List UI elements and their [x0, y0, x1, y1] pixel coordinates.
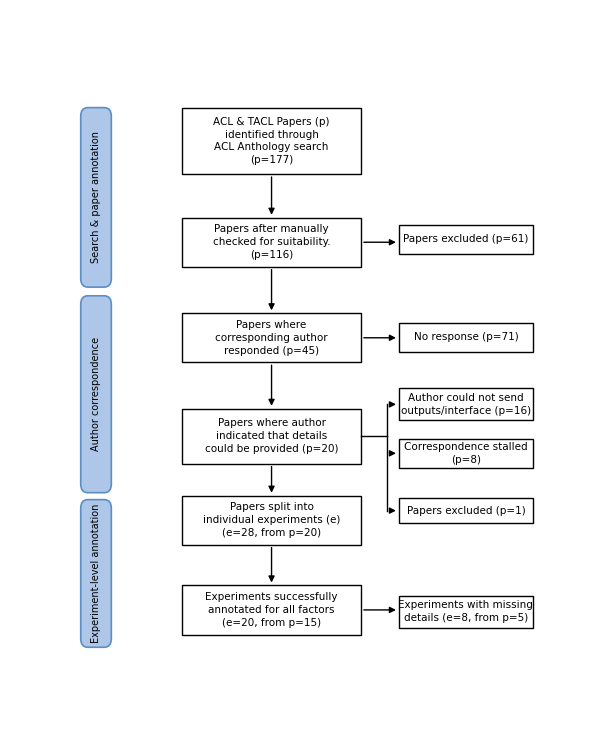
FancyBboxPatch shape	[182, 313, 361, 362]
Text: Experiment-level annotation: Experiment-level annotation	[91, 504, 101, 643]
Text: Correspondence stalled
(p=8): Correspondence stalled (p=8)	[404, 442, 528, 465]
Text: Papers where
corresponding author
responded (p=45): Papers where corresponding author respon…	[215, 320, 328, 356]
Text: No response (p=71): No response (p=71)	[413, 332, 518, 342]
Text: Papers where author
indicated that details
could be provided (p=20): Papers where author indicated that detai…	[205, 418, 338, 454]
Text: Papers split into
individual experiments (e)
(e=28, from p=20): Papers split into individual experiments…	[203, 502, 340, 538]
FancyBboxPatch shape	[81, 108, 111, 287]
FancyBboxPatch shape	[182, 409, 361, 464]
Text: ACL & TACL Papers (p)
identified through
ACL Anthology search
(p=177): ACL & TACL Papers (p) identified through…	[213, 117, 330, 165]
FancyBboxPatch shape	[182, 217, 361, 267]
FancyBboxPatch shape	[399, 225, 533, 253]
FancyBboxPatch shape	[399, 596, 533, 628]
Text: Search & paper annotation: Search & paper annotation	[91, 132, 101, 263]
FancyBboxPatch shape	[399, 323, 533, 352]
FancyBboxPatch shape	[182, 585, 361, 635]
FancyBboxPatch shape	[182, 108, 361, 174]
FancyBboxPatch shape	[399, 389, 533, 420]
Text: Experiments with missing
details (e=8, from p=5): Experiments with missing details (e=8, f…	[398, 600, 533, 623]
Text: Author could not send
outputs/interface (p=16): Author could not send outputs/interface …	[401, 393, 531, 416]
FancyBboxPatch shape	[182, 496, 361, 544]
Text: Experiments successfully
annotated for all factors
(e=20, from p=15): Experiments successfully annotated for a…	[206, 592, 338, 628]
Text: Papers after manually
checked for suitability.
(p=116): Papers after manually checked for suitab…	[213, 224, 330, 260]
Text: Author correspondence: Author correspondence	[91, 337, 101, 451]
FancyBboxPatch shape	[81, 296, 111, 493]
FancyBboxPatch shape	[399, 439, 533, 468]
Text: Papers excluded (p=61): Papers excluded (p=61)	[403, 234, 528, 244]
FancyBboxPatch shape	[81, 499, 111, 647]
Text: Papers excluded (p=1): Papers excluded (p=1)	[407, 505, 525, 516]
FancyBboxPatch shape	[399, 499, 533, 523]
